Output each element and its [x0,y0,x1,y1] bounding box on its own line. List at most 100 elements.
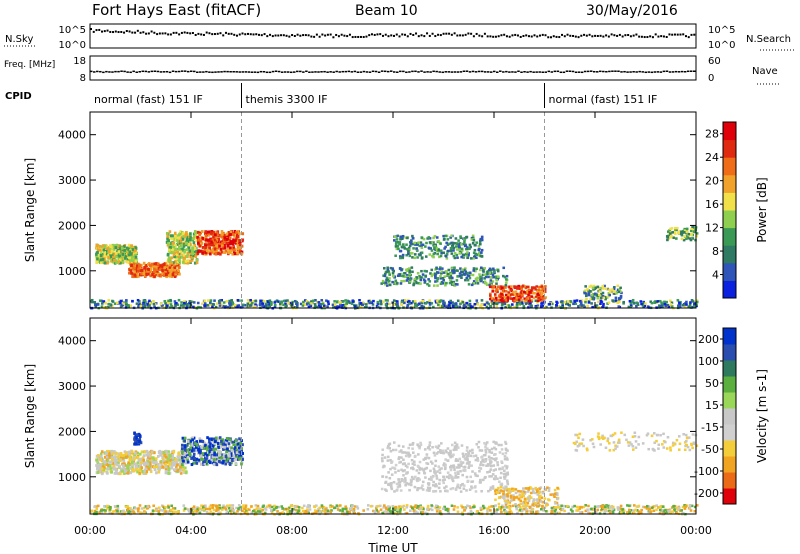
power-cell [665,300,668,304]
velocity-cell [184,455,187,459]
noise-point [398,35,401,38]
power-cell [147,272,150,276]
power-cell [229,233,232,237]
power-cell [691,300,695,303]
velocity-cell [224,455,228,459]
velocity-cell [111,461,115,465]
power-cell [209,301,212,304]
velocity-cell [205,510,209,514]
power-cell [358,298,361,302]
power-cell [404,299,407,302]
power-cell [285,304,288,308]
power-cell [175,251,178,255]
power-cell [192,253,195,257]
velocity-cell [192,448,196,452]
frequency-point [611,70,614,72]
velocity-cell [216,436,220,440]
noise-point [428,34,431,37]
velocity-cell [675,511,678,514]
power-cell [432,284,436,287]
power-cell [453,303,457,307]
power-cell [491,280,495,283]
velocity-cell [105,455,109,459]
frequency-point [583,70,587,73]
noise-point [668,33,671,36]
noise-point [346,35,349,38]
frequency-point [568,70,572,72]
power-cell [240,244,244,248]
noise-point [131,31,134,34]
power-cell [103,256,106,260]
velocity-cell [206,436,209,440]
power-cell [680,230,683,234]
power-cell [225,300,229,303]
power-cell [495,287,498,291]
noise-point [409,32,412,35]
power-cell [468,276,472,280]
power-cell [119,299,123,303]
noise-point [555,35,558,38]
power-cell [434,272,438,276]
power-cell [461,300,465,304]
power-cell [200,229,204,233]
power-cell [436,300,439,303]
velocity-cell [198,450,201,454]
velocity-cell [95,458,99,462]
power-cell [695,234,698,238]
noise-point [340,33,343,36]
power-cell [460,273,464,277]
frequency-point [199,71,202,73]
frequency-point [135,71,138,74]
velocity-cell [145,453,148,457]
velocity-cell [134,451,137,455]
power-cell [596,295,600,299]
power-cell [351,300,355,303]
velocity-cell [203,462,207,466]
power-cell [444,255,448,258]
noise-point [406,35,409,38]
velocity-cell [233,447,237,451]
power-cell [629,302,633,306]
velocity-cell [115,458,118,462]
velocity-cell [231,459,234,463]
power-cell [481,269,485,272]
frequency-point [453,71,457,73]
velocity-cell [136,461,140,465]
power-cell [416,303,420,306]
velocity-cell [188,453,192,457]
power-cell [524,302,528,306]
velocity-cell [177,458,181,462]
power-cell [416,256,419,259]
power-cell [94,303,97,306]
noise-point [395,33,398,36]
frequency-point [520,71,523,74]
velocity-cell [157,468,161,472]
power-cell [577,305,580,308]
power-cell [238,250,242,254]
velocity-cell [211,444,215,448]
velocity-cell [221,442,225,446]
power-cell [301,304,305,307]
velocity-cell [227,457,230,461]
power-cell [488,283,491,287]
noise-panel: N.Sky 10^5 10^0 10^5 10^0 N.Search [4,23,795,51]
power-cell [164,302,167,305]
frequency-point [665,70,669,72]
power-cell [163,299,167,303]
power-cell [480,303,484,307]
power-cell [345,301,348,305]
power-cell [465,254,468,257]
power-cell [439,305,442,308]
velocity-cell [167,450,170,454]
power-cell [398,249,402,253]
frequency-point [299,70,302,73]
power-cell [180,243,183,247]
velocity-cell [386,507,390,511]
power-cell [479,278,482,281]
power-cell [470,283,474,287]
power-cell [422,278,426,281]
power-cell [127,253,131,257]
velocity-cell [161,465,165,469]
velocity-cell [519,505,522,509]
velocity-cell [377,510,380,513]
